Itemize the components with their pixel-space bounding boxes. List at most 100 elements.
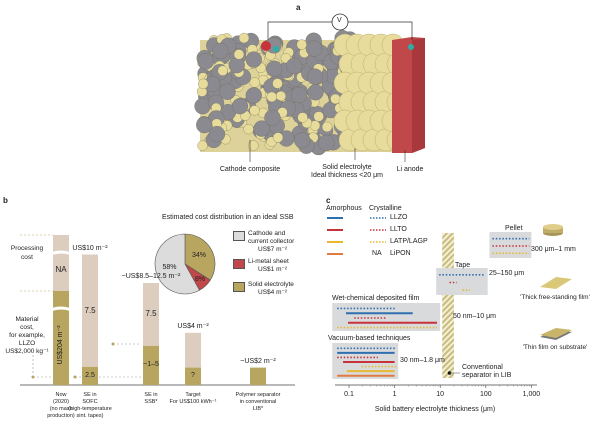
cathode-particle bbox=[197, 53, 215, 70]
arrow-origin-dot bbox=[73, 375, 77, 379]
cathode-particle bbox=[266, 60, 283, 77]
legend-label: US$7 m⁻² bbox=[258, 246, 288, 253]
category-label: SSB* bbox=[144, 399, 158, 405]
cathode-particle bbox=[212, 42, 229, 60]
processing-cost-label: Processing bbox=[10, 245, 44, 252]
cathode-particle bbox=[307, 84, 324, 101]
category-label: Target bbox=[185, 392, 201, 398]
bar-material-label: 2.5 bbox=[85, 371, 95, 379]
x-tick-label: 100 bbox=[479, 391, 492, 398]
x-tick-label: 1,000 bbox=[522, 391, 541, 398]
category-label: SOFC bbox=[82, 399, 98, 405]
group-range-label: 300 μm–1 mm bbox=[531, 246, 576, 253]
electrolyte-particle bbox=[243, 124, 254, 135]
electrolyte-particle bbox=[296, 39, 307, 50]
bar-processing bbox=[185, 332, 201, 368]
legend-swatch bbox=[233, 282, 245, 292]
separator-label: separator in LIB bbox=[462, 372, 512, 379]
voltmeter-label: V bbox=[337, 17, 342, 24]
cathode-particle bbox=[231, 97, 249, 115]
cathode-label: Cathode composite bbox=[219, 166, 281, 173]
panel-a-label: a bbox=[296, 3, 301, 12]
bar-total-label: US$4 m⁻² bbox=[177, 322, 209, 330]
x-tick-label: 10 bbox=[436, 391, 445, 398]
legend-material-label: LATP/LAGP bbox=[390, 238, 428, 245]
axis-break bbox=[52, 306, 70, 311]
electrolyte-label: Solid electrolyte bbox=[322, 164, 372, 171]
legend-material-label: LLZO bbox=[390, 214, 408, 221]
pie-slice-label: 8% bbox=[194, 276, 206, 284]
cathode-particle bbox=[290, 86, 308, 104]
bar-now-processing bbox=[53, 235, 69, 291]
bar-processing-label: 7.5 bbox=[84, 305, 96, 315]
category-label: LIB* bbox=[252, 406, 264, 412]
cathode-particle bbox=[294, 132, 311, 149]
legend-label: US$4 m⁻² bbox=[258, 289, 288, 296]
bar-processing bbox=[143, 282, 159, 346]
x-tick-label: 1 bbox=[392, 391, 397, 398]
cathode-particle bbox=[318, 134, 335, 152]
panel-c-label: c bbox=[326, 196, 331, 205]
material-cost-label: US$2,000 kg⁻¹ bbox=[5, 348, 49, 355]
thin-film-label: 'Thin film on substrate' bbox=[522, 344, 588, 351]
battery-schematic bbox=[194, 13, 425, 162]
electrolyte-particle bbox=[238, 32, 250, 44]
arrow-origin-dot bbox=[31, 375, 35, 379]
electrolyte-particle bbox=[248, 140, 259, 151]
cathode-particle bbox=[305, 40, 323, 57]
electron-icon bbox=[273, 46, 279, 52]
legend-label: Solid electrolyte bbox=[248, 281, 294, 288]
cathode-particle bbox=[245, 87, 262, 104]
pie-slice bbox=[154, 233, 200, 295]
electron-icon bbox=[408, 44, 414, 50]
legend-material-label: LLTO bbox=[390, 226, 407, 233]
electrolyte-particle bbox=[266, 91, 277, 103]
thin-film-icon bbox=[540, 328, 572, 338]
cathode-particle bbox=[208, 125, 226, 143]
processing-cost-label: cost bbox=[21, 254, 33, 261]
electrolyte-particle bbox=[197, 140, 208, 151]
li-ion-icon bbox=[261, 41, 271, 51]
category-label: SE in bbox=[83, 392, 97, 398]
electrolyte-particle bbox=[297, 112, 308, 123]
group-range-label: 50 nm–10 μm bbox=[453, 313, 496, 320]
legend-label: Li-metal sheet bbox=[248, 258, 289, 265]
electrolyte-particle bbox=[321, 121, 333, 133]
legend-label: US$1 m⁻² bbox=[258, 266, 288, 273]
group-name: Wet-chemical deposited film bbox=[332, 295, 420, 302]
pie-slice-label: 58% bbox=[162, 263, 177, 271]
cathode-particle bbox=[285, 57, 303, 75]
legend-header-amorphous: Amorphous bbox=[326, 205, 362, 212]
bar-total-label: ~US$8.5–12.5 m⁻² bbox=[121, 272, 181, 280]
pellet-icon bbox=[543, 224, 563, 230]
bar-material-label: ~1–5 bbox=[143, 361, 159, 369]
electrolyte-particle bbox=[313, 111, 324, 122]
category-label: in conventional bbox=[239, 399, 277, 405]
circuit-wire-right bbox=[348, 21, 413, 40]
legend-header-crystalline: Crystalline bbox=[369, 205, 402, 212]
legend-swatch bbox=[233, 231, 245, 241]
electrolyte-particle bbox=[272, 78, 283, 89]
cost-bar-chart bbox=[20, 233, 295, 386]
bar-material-label: ? bbox=[191, 372, 195, 380]
group-name: Tape bbox=[455, 262, 471, 269]
bar-material bbox=[185, 367, 201, 385]
thick-film-label: 'Thick free-standing film' bbox=[520, 294, 590, 301]
bar-material bbox=[143, 345, 159, 385]
group-box bbox=[436, 268, 488, 295]
category-label: production) bbox=[47, 413, 75, 419]
electrolyte-particle bbox=[217, 65, 228, 76]
legend-na-label: NA bbox=[372, 250, 382, 257]
pie-title: Estimated cost distribution in an ideal … bbox=[162, 214, 294, 221]
category-label: (no mass bbox=[49, 406, 73, 412]
group-name: Pellet bbox=[505, 225, 523, 232]
bar-now-processing-label: NA bbox=[55, 265, 67, 274]
material-cost-label: Material bbox=[15, 316, 39, 323]
voltmeter-icon bbox=[331, 13, 349, 31]
category-label: sint. tapes) bbox=[76, 413, 104, 419]
legend-label: current collector bbox=[248, 238, 295, 245]
category-label: Now bbox=[55, 392, 67, 398]
axis-break bbox=[52, 250, 70, 255]
anode-label: Li anode bbox=[396, 166, 424, 173]
